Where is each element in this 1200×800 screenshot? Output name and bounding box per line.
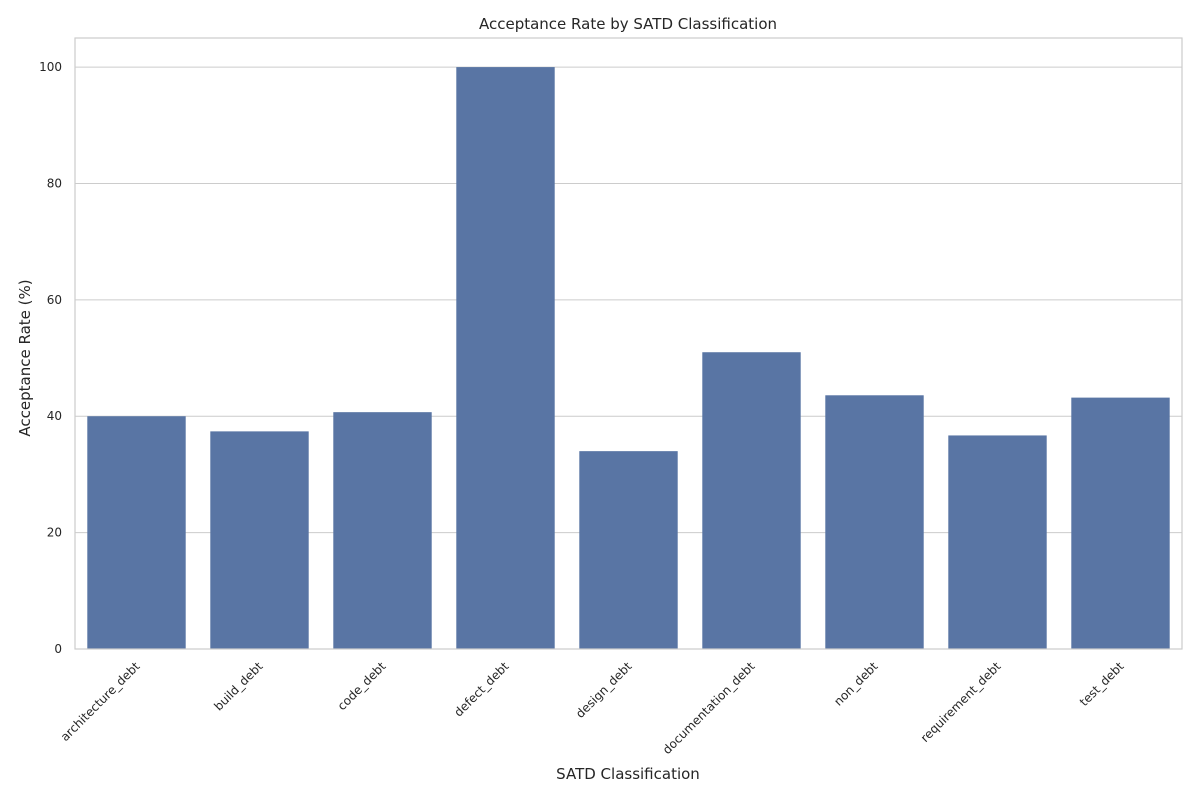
x-tick-label: build_debt: [211, 659, 266, 714]
y-tick-label: 0: [54, 642, 62, 656]
x-tick-label: design_debt: [573, 659, 635, 721]
y-tick-labels: 0 20 40 60 80 100: [39, 60, 62, 656]
bars: [87, 67, 1170, 650]
x-axis-title: SATD Classification: [556, 765, 700, 783]
bar-test-debt: [1071, 397, 1170, 649]
plot-frame: [74, 37, 1183, 650]
bar-defect-debt: [456, 67, 555, 650]
x-tick-label: defect_debt: [451, 659, 511, 719]
y-axis-title: Acceptance Rate (%): [16, 279, 34, 436]
x-tick-labels: architecture_debt build_debt code_debt defe…: [58, 659, 1127, 757]
y-tick-label: 80: [47, 176, 62, 190]
bar-design-debt: [579, 451, 678, 649]
x-tick-label: code_debt: [335, 659, 389, 713]
x-tick-label: test_debt: [1077, 659, 1127, 709]
bar-requirement-debt: [948, 435, 1047, 649]
bar-code-debt: [333, 412, 432, 649]
bar-non-debt: [825, 395, 924, 649]
x-tick-label: non_debt: [831, 659, 881, 709]
y-tick-label: 60: [47, 293, 62, 307]
bar-architecture-debt: [87, 416, 186, 649]
bar-documentation-debt: [702, 352, 801, 649]
y-tick-label: 100: [39, 60, 62, 74]
x-tick-label: requirement_debt: [918, 659, 1004, 745]
y-tick-label: 40: [47, 409, 62, 423]
y-tick-label: 20: [47, 526, 62, 540]
x-tick-label: architecture_debt: [58, 659, 143, 744]
x-tick-label: documentation_debt: [660, 659, 758, 757]
bar-build-debt: [210, 431, 309, 649]
chart-title: Acceptance Rate by SATD Classification: [479, 15, 777, 33]
